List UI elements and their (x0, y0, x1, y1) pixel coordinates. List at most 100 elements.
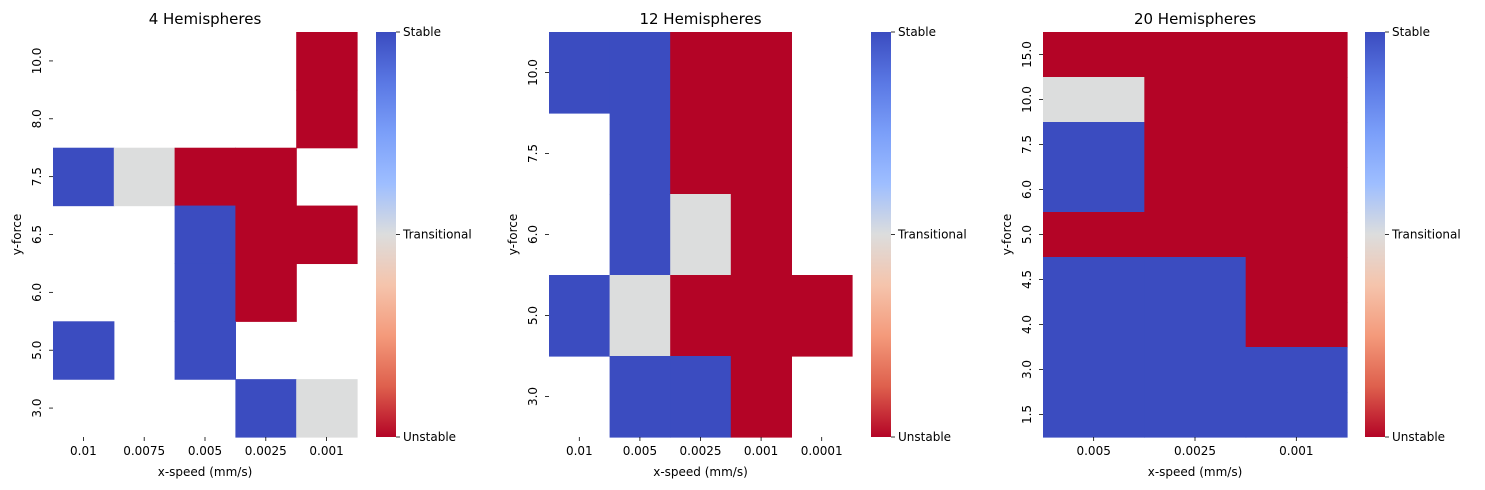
y-tick-label: 7.5 (30, 167, 44, 186)
y-tick-label: 6.5 (30, 225, 44, 244)
heatmap-cell (730, 194, 792, 276)
x-axis-label: x-speed (mm/s) (1148, 465, 1243, 479)
colorbar-tick-label: Transitional (1391, 228, 1461, 242)
y-tick-label: 3.0 (30, 399, 44, 418)
heatmap-cell (730, 113, 792, 195)
heatmap-cell (1043, 212, 1145, 258)
heatmap-cell (1144, 167, 1247, 213)
heatmap-cell (1144, 257, 1247, 303)
y-tick-label: 6.0 (526, 225, 540, 244)
heatmap-cell (235, 205, 297, 265)
heatmap-cell (1245, 257, 1348, 303)
heatmap-cell (113, 147, 176, 207)
x-tick-label: 0.0025 (245, 444, 287, 458)
colorbar-tick-label: Unstable (898, 430, 951, 444)
heatmap-cell (1245, 32, 1348, 78)
y-tick-label: 3.0 (1020, 360, 1034, 379)
heatmap-cell (1043, 167, 1145, 213)
y-tick-label: 7.5 (526, 144, 540, 163)
heatmap-cell (1245, 122, 1348, 168)
heatmap-cell (1144, 302, 1247, 348)
x-tick-label: 0.005 (188, 444, 222, 458)
y-axis-label: y-force (506, 214, 520, 255)
y-tick-label: 10.0 (30, 48, 44, 75)
chart-title: 4 Hemispheres (149, 10, 262, 28)
colorbar-tick-label: Stable (1392, 25, 1430, 39)
x-tick-label: 0.001 (1279, 444, 1313, 458)
heatmap-cell (296, 379, 358, 438)
heatmap-cell (1245, 167, 1348, 213)
heatmap-cell (549, 32, 611, 114)
x-tick-label: 0.001 (744, 444, 778, 458)
heatmap-cell (1144, 347, 1247, 393)
colorbar-gradient (376, 32, 396, 437)
heatmap-cell (1245, 347, 1348, 393)
y-axis-label: y-force (1000, 214, 1014, 255)
heatmap-panel-1: 4 Hemispheres 0.01 0.0075 0.005 0.0025 0.001 1… (10, 10, 472, 479)
heatmap-cell (1043, 32, 1145, 78)
heatmap-panel-3: 20 Hemispheres 0.005 0.0025 0.001 15.0 10.0 7.… (1000, 10, 1461, 479)
heatmap-cell (609, 356, 671, 438)
colorbar-tick-label: Transitional (897, 228, 967, 242)
y-tick-label: 7.5 (1020, 135, 1034, 154)
x-axis-label: x-speed (mm/s) (158, 465, 253, 479)
x-tick-label: 0.0025 (680, 444, 722, 458)
y-tick-label: 15.0 (1020, 41, 1034, 68)
heatmap-cell (235, 263, 297, 322)
heatmap-cell (174, 321, 236, 380)
heatmap-cell (1144, 212, 1247, 258)
x-tick-label: 0.0025 (1174, 444, 1216, 458)
heatmap-panel-2: 12 Hemispheres 0.01 0.005 0.0025 0.001 0.0001… (506, 10, 967, 479)
heatmap-cell (609, 194, 671, 276)
heatmap-cell (609, 113, 671, 195)
heatmap-cell (235, 379, 297, 438)
heatmap-cell (730, 356, 792, 438)
heatmap-cell (296, 205, 358, 265)
heatmap-cell (730, 275, 792, 357)
heatmap-cell (1043, 257, 1145, 303)
heatmap-cell (670, 32, 732, 114)
heatmap-cell (296, 32, 358, 91)
heatmap-cell (1043, 122, 1145, 168)
colorbar: Stable Transitional Unstable (376, 25, 472, 444)
y-tick-label: 5.0 (526, 306, 540, 325)
heatmap-cell (670, 194, 732, 276)
heatmap-cell (670, 275, 732, 357)
y-tick-label: 6.0 (30, 283, 44, 302)
y-axis-label: y-force (10, 214, 24, 255)
heatmap-cell (1245, 77, 1348, 123)
colorbar-tick-label: Unstable (403, 430, 456, 444)
heatmap-cell (1043, 302, 1145, 348)
heatmap-cell (53, 147, 115, 207)
y-tick-label: 8.0 (30, 109, 44, 128)
colorbar: Stable Transitional Unstable (1365, 25, 1461, 444)
heatmap-cell (1144, 392, 1247, 438)
colorbar-tick-label: Stable (898, 25, 936, 39)
colorbar: Stable Transitional Unstable (871, 25, 967, 444)
y-tick-label: 10.0 (526, 59, 540, 86)
heatmap-cell (1245, 392, 1348, 438)
heatmap-cell (235, 147, 297, 207)
colorbar-gradient (871, 32, 891, 437)
y-tick-label: 1.5 (1020, 405, 1034, 424)
y-tick-label: 5.0 (1020, 225, 1034, 244)
heatmap-cell (549, 275, 611, 357)
heatmap-cell (296, 89, 358, 149)
x-tick-label: 0.01 (70, 444, 97, 458)
heatmap-cell (670, 356, 732, 438)
heatmap-cell (174, 205, 236, 265)
heatmap-cell (1245, 302, 1348, 348)
heatmap-cell (174, 263, 236, 322)
heatmap-cell (1043, 392, 1145, 438)
heatmap-cell (730, 32, 792, 114)
heatmap-cell (670, 113, 732, 195)
colorbar-tick-label: Transitional (402, 228, 472, 242)
y-tick-label: 3.0 (526, 387, 540, 406)
x-tick-label: 0.0001 (801, 444, 843, 458)
heatmap-cell (1144, 77, 1247, 123)
heatmap-cell (791, 275, 853, 357)
chart-title: 12 Hemispheres (639, 10, 761, 28)
heatmap-cell (1043, 347, 1145, 393)
heatmap-cell (53, 321, 115, 380)
